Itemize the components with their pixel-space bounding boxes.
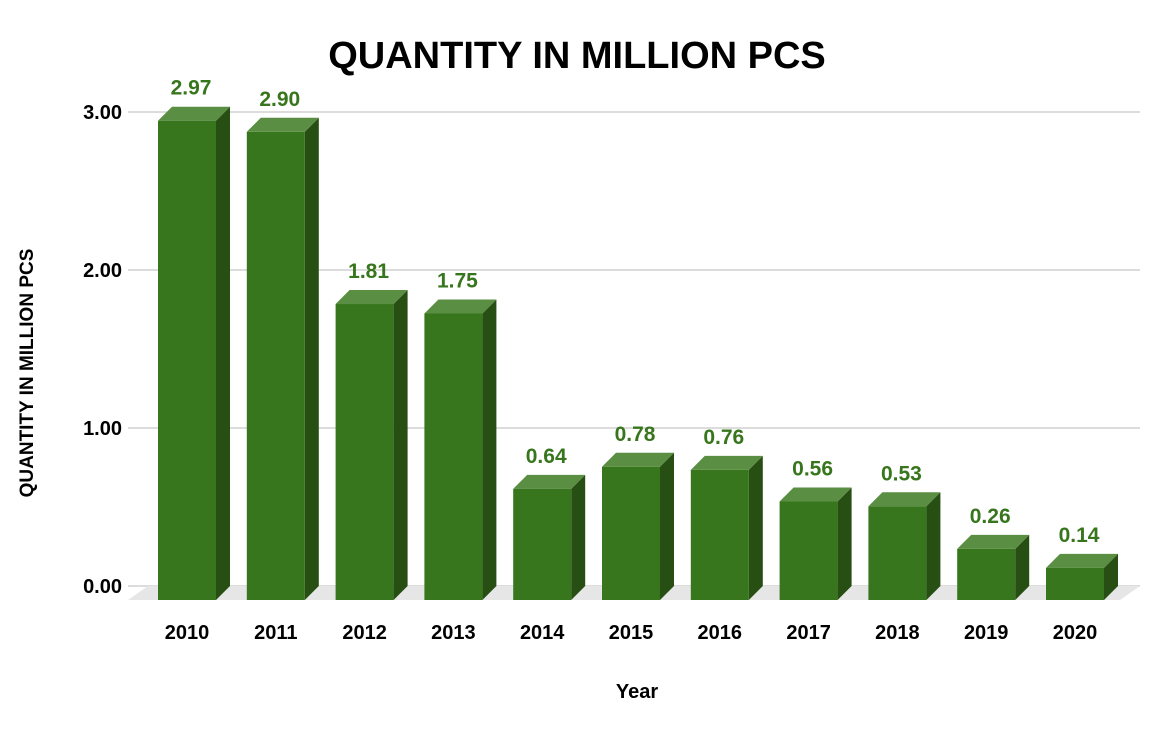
bar-front (335, 304, 394, 600)
y-tick-label: 2.00 (83, 260, 122, 282)
bar-side (482, 299, 497, 600)
data-label: 2.90 (259, 88, 300, 111)
x-tick-label: 2013 (431, 622, 476, 644)
bar-top (602, 452, 674, 467)
bars (158, 106, 1118, 601)
bar-side (1104, 553, 1118, 600)
bar-front (602, 466, 660, 600)
bar-side (660, 452, 674, 600)
x-tick-label: 2015 (609, 622, 654, 644)
bar-side (304, 117, 319, 601)
bar-2015 (602, 452, 674, 600)
bar-2017 (779, 487, 852, 600)
data-label: 1.81 (348, 260, 389, 283)
bar-top (690, 455, 763, 470)
bar-side (571, 474, 586, 600)
data-label: 1.75 (437, 270, 478, 293)
bar-front (1046, 567, 1104, 600)
bar-top (779, 487, 852, 502)
bar-side (216, 106, 230, 601)
y-axis-label: QUANTITY IN MILLION PCS (17, 249, 38, 498)
bar-2020 (1046, 553, 1118, 600)
y-tick-label: 1.00 (83, 418, 122, 440)
x-tick-label: 2011 (254, 622, 297, 644)
y-tick-label: 3.00 (83, 102, 122, 124)
bar-2018 (868, 492, 941, 600)
bar-front (246, 131, 305, 601)
data-label: 0.53 (881, 462, 922, 485)
bar-front (868, 506, 927, 600)
x-tick-label: 2019 (964, 622, 1009, 644)
bar-side (393, 290, 408, 600)
bar-side (748, 455, 763, 600)
bar-front (690, 469, 749, 600)
bar-side (837, 487, 852, 600)
data-label: 2.97 (171, 77, 212, 100)
data-label: 0.78 (615, 423, 656, 446)
bar-2016 (690, 455, 763, 600)
bar-2019 (957, 534, 1030, 600)
bar-2013 (424, 299, 497, 600)
bar-top (246, 117, 319, 132)
bar-top (957, 534, 1030, 549)
x-tick-label: 2010 (165, 622, 210, 644)
bar-top (513, 474, 586, 489)
bar-top (868, 492, 941, 507)
data-label: 0.26 (970, 505, 1011, 528)
bar-front (957, 548, 1016, 600)
bar-top (335, 290, 408, 305)
data-label: 0.76 (703, 426, 744, 449)
bar-top (158, 106, 230, 121)
x-axis-ticks: 2010 2011 2012 2013 2014 2015 2016 2017 2018 2019… (165, 622, 1098, 644)
bar-front (158, 120, 216, 601)
bar-front (779, 501, 838, 600)
y-tick-label: 0.00 (83, 576, 122, 598)
bar-side (1015, 534, 1030, 600)
x-tick-label: 2014 (520, 622, 565, 644)
bar-front (424, 313, 483, 600)
chart-title: QUANTITY IN MILLION PCS (328, 35, 826, 77)
bar-2012 (335, 290, 408, 600)
x-tick-label: 2018 (875, 622, 920, 644)
data-label: 0.64 (526, 445, 567, 468)
y-axis-ticks: 0.00 1.00 2.00 3.00 (83, 102, 122, 598)
bar-top (1046, 553, 1118, 568)
data-label: 0.56 (792, 458, 833, 481)
x-tick-label: 2016 (698, 622, 743, 644)
x-axis-label: Year (616, 681, 658, 703)
bar-side (926, 492, 941, 600)
data-label: 0.14 (1059, 524, 1100, 547)
x-tick-label: 2020 (1053, 622, 1098, 644)
data-labels: 2.97 2.90 1.81 1.75 0.64 0.78 0.76 0.56 0.53 0.26… (171, 77, 1100, 547)
x-tick-label: 2012 (342, 622, 387, 644)
bar-2010 (158, 106, 230, 601)
bar-2014 (513, 474, 586, 600)
bar-front (513, 488, 572, 600)
x-tick-label: 2017 (786, 622, 831, 644)
bar-2011 (246, 117, 319, 601)
bar-top (424, 299, 497, 314)
